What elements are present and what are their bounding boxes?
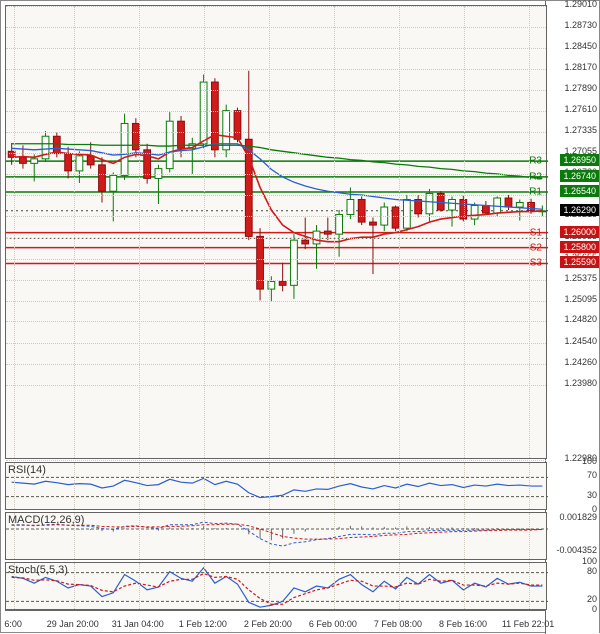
y-axis-right: 1.29010 1.28730 1.28450 1.28170 1.27890 1.276… (545, 1, 599, 634)
y-tick: 1.29010 (564, 0, 597, 9)
y-tick: 70 (587, 470, 597, 480)
chart-container: 1.29010 1.28730 1.28450 1.28170 1.27890 1.276… (0, 0, 600, 633)
x-tick: 6:00 (4, 619, 22, 629)
y-tick: 1.25375 (564, 273, 597, 283)
stoch-title: Stoch(5,5,3) (8, 564, 68, 576)
y-tick: 1.25095 (564, 294, 597, 304)
x-axis: 6:00 29 Jan 20:00 31 Jan 04:00 1 Feb 12:00 2… (5, 610, 545, 632)
y-tick: 1.28170 (564, 62, 597, 72)
x-tick: 31 Jan 04:00 (112, 619, 164, 629)
rsi-panel[interactable]: RSI(14) (5, 462, 547, 510)
rsi-title: RSI(14) (8, 464, 46, 476)
x-tick: 2 Feb 20:00 (244, 619, 292, 629)
y-tick: 1.26540 (560, 185, 599, 197)
y-tick: 80 (587, 566, 597, 576)
x-tick: 6 Feb 00:00 (309, 619, 357, 629)
y-tick: 1.24260 (564, 357, 597, 367)
y-tick: 100 (582, 456, 597, 466)
y-tick: 1.24820 (564, 314, 597, 324)
y-tick: 1.27335 (564, 125, 597, 135)
s2-label: S2 (528, 242, 544, 253)
stoch-panel[interactable]: Stoch(5,5,3) (5, 562, 547, 610)
y-tick: 1.24540 (564, 336, 597, 346)
y-tick: 1.28450 (564, 41, 597, 51)
s1-label: S1 (528, 227, 544, 238)
y-tick: 0.001829 (559, 512, 597, 522)
y-tick: 30 (587, 490, 597, 500)
y-tick: 100 (582, 556, 597, 566)
r2-label: R2 (527, 171, 544, 182)
x-tick: 29 Jan 20:00 (47, 619, 99, 629)
macd-title: MACD(12,26,9) (8, 514, 84, 526)
x-tick: 1 Feb 12:00 (179, 619, 227, 629)
y-tick: 0 (592, 604, 597, 614)
s3-label: S3 (528, 258, 544, 269)
y-tick: 1.26000 (560, 226, 599, 238)
y-tick: 1.26950 (560, 154, 599, 166)
r3-label: R3 (527, 156, 544, 167)
y-tick: 1.27890 (564, 83, 597, 93)
y-tick: 1.26740 (560, 170, 599, 182)
x-tick: 7 Feb 08:00 (374, 619, 422, 629)
y-tick: 1.27610 (564, 104, 597, 114)
y-tick: 1.23980 (564, 378, 597, 388)
y-tick: 1.25800 (560, 241, 599, 253)
y-tick: 1.25590 (560, 256, 599, 268)
price-panel[interactable]: R3 R2 R1 S1 S2 S3 (5, 5, 547, 459)
x-tick: 11 Feb 22:01 (502, 619, 554, 629)
y-tick: 1.26290 (560, 204, 599, 216)
macd-panel[interactable]: MACD(12,26,9) (5, 512, 547, 560)
y-tick: 20 (587, 594, 597, 604)
y-tick: -0.004352 (556, 545, 597, 555)
y-tick: 1.28730 (564, 20, 597, 30)
x-tick: 8 Feb 16:00 (439, 619, 487, 629)
r1-label: R1 (527, 186, 544, 197)
